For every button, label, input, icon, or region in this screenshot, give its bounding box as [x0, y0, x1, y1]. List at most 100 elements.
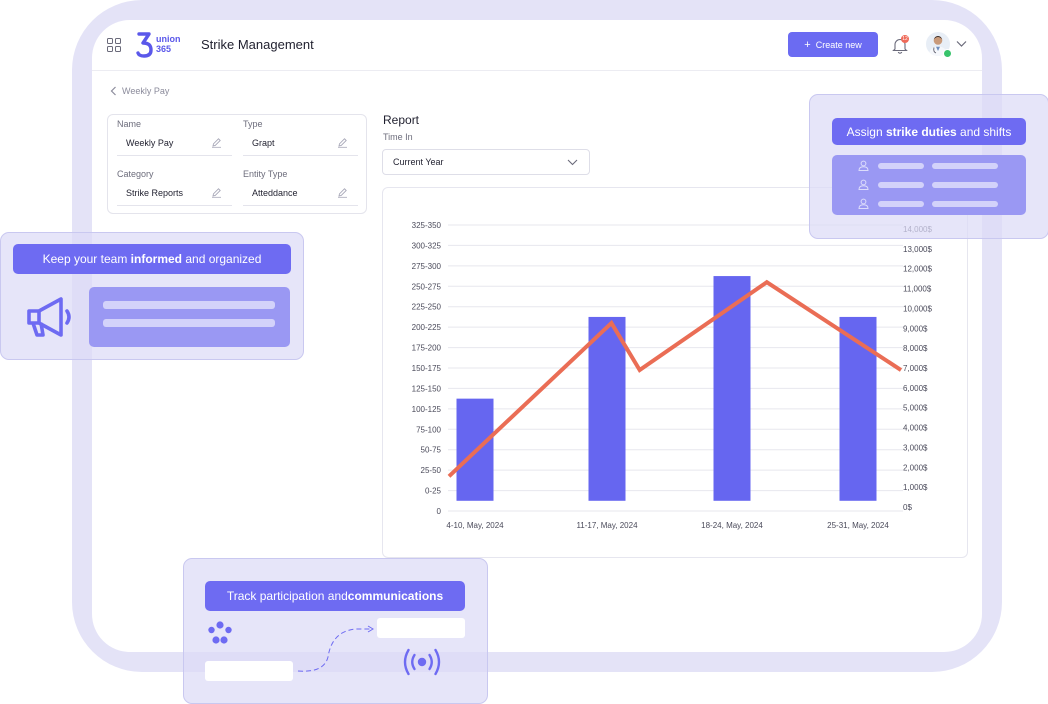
- shift-list-card: [832, 155, 1026, 215]
- y-right-tick-label: 13,000$: [903, 245, 932, 254]
- field-value-text: Strike Reports: [126, 188, 184, 198]
- bar: [713, 276, 751, 501]
- field-label: Name: [117, 119, 142, 129]
- x-tick-label: 11-17, May, 2024: [576, 521, 638, 530]
- duties-text-before: Assign: [846, 124, 883, 139]
- chevron-down-icon: [567, 159, 578, 166]
- category-field: Category Strike Reports: [117, 169, 232, 206]
- track-pill: Track participation and communications: [205, 581, 465, 611]
- edit-pencil-icon[interactable]: [337, 137, 348, 148]
- y-right-tick-label: 5,000$: [903, 404, 928, 413]
- time-range-select[interactable]: Current Year: [382, 149, 590, 175]
- track-text-before: Track participation and: [226, 589, 348, 603]
- y-right-tick-label: 8,000$: [903, 344, 928, 353]
- y-right-tick-label: 9,000$: [903, 324, 928, 333]
- field-value-text: Grapt: [252, 138, 275, 148]
- doctor-avatar-icon: [929, 36, 947, 56]
- online-status-dot: [943, 49, 952, 58]
- bar: [839, 316, 877, 501]
- y-left-tick-label: 275-300: [412, 262, 442, 271]
- informed-text-after: and organized: [185, 252, 262, 266]
- connector-arrow-icon: [297, 625, 374, 672]
- apps-grid-icon[interactable]: [107, 38, 121, 52]
- edit-pencil-icon[interactable]: [211, 137, 222, 148]
- y-left-tick-label: 0: [437, 507, 442, 516]
- message-bubble: [377, 618, 465, 638]
- y-left-tick-label: 150-175: [412, 364, 442, 373]
- y-right-tick-label: 4,000$: [903, 424, 928, 433]
- union365-logo[interactable]: union 365: [136, 32, 186, 58]
- y-left-tick-label: 200-225: [412, 323, 442, 332]
- y-left-tick-label: 100-125: [412, 405, 442, 414]
- placeholder-line: [103, 319, 275, 327]
- chevron-left-icon: [110, 86, 116, 96]
- user-icon: [858, 160, 869, 171]
- y-left-tick-label: 0-25: [425, 487, 442, 496]
- message-preview-card: [89, 287, 290, 347]
- field-label: Entity Type: [243, 169, 288, 179]
- plus-icon: +: [804, 38, 811, 51]
- placeholder-line: [103, 301, 275, 309]
- y-left-tick-label: 25-50: [421, 466, 442, 475]
- y-left-tick-label: 225-250: [412, 303, 442, 312]
- duties-pill: Assign strike duties and shifts: [832, 118, 1026, 145]
- y-right-tick-label: 11,000$: [903, 285, 932, 294]
- report-chart: 0 0-25 25-50 50-75 75-100 100-125 125-150 150-1…: [412, 221, 933, 530]
- create-new-label: Create new: [815, 39, 862, 50]
- group-icon: [208, 621, 232, 644]
- breadcrumb[interactable]: Weekly Pay: [110, 86, 169, 96]
- track-overlay: Track participation and communications: [183, 558, 488, 704]
- report-title: Report: [383, 113, 420, 127]
- line-series: [447, 279, 903, 478]
- breadcrumb-back-label: Weekly Pay: [122, 86, 170, 96]
- edit-pencil-icon[interactable]: [211, 187, 222, 198]
- informed-text-before: Keep your team: [42, 252, 128, 266]
- user-icon: [858, 179, 869, 190]
- y-right-tick-label: 12,000$: [903, 265, 932, 274]
- entity-type-field: Entity Type Atteddance: [243, 169, 358, 206]
- report-chart-card: 0 0-25 25-50 50-75 75-100 100-125 125-150 150-1…: [382, 187, 968, 558]
- track-text-bold: communications: [347, 589, 444, 603]
- edit-pencil-icon[interactable]: [337, 187, 348, 198]
- y-right-tick-label: 7,000$: [903, 364, 928, 373]
- top-bar: union 365 Strike Management + Create new…: [92, 20, 982, 71]
- chevron-down-icon[interactable]: [956, 40, 967, 48]
- time-in-label: Time In: [383, 132, 413, 142]
- placeholder-line: [932, 182, 998, 188]
- logo-text-bottom: 365: [156, 44, 171, 54]
- y-right-tick-label: 10,000$: [903, 304, 932, 313]
- field-label: Type: [243, 119, 263, 129]
- y-right-tick-label: 2,000$: [903, 463, 928, 472]
- field-label: Category: [117, 169, 154, 179]
- bar: [588, 316, 626, 501]
- placeholder-line: [878, 182, 924, 188]
- y-left-tick-label: 50-75: [421, 446, 442, 455]
- y-left-tick-label: 300-325: [412, 241, 442, 250]
- notification-badge: 12: [901, 35, 909, 43]
- message-bubble: [205, 661, 293, 681]
- placeholder-line: [932, 163, 998, 169]
- app-title: Strike Management: [201, 37, 314, 52]
- name-field: Name Weekly Pay: [117, 119, 232, 156]
- informed-pill: Keep your team informed and organized: [13, 244, 291, 274]
- type-value[interactable]: Grapt: [243, 138, 358, 156]
- broadcast-icon: [403, 648, 441, 676]
- field-value-text: Atteddance: [252, 188, 298, 198]
- entity-type-value[interactable]: Atteddance: [243, 188, 358, 206]
- y-left-tick-label: 175-200: [412, 344, 442, 353]
- duties-overlay: Assign strike duties and shifts: [809, 94, 1048, 239]
- y-right-tick-label: 3,000$: [903, 443, 928, 452]
- informed-text-bold: informed: [130, 252, 182, 266]
- user-icon: [858, 198, 869, 209]
- category-value[interactable]: Strike Reports: [117, 188, 232, 206]
- field-value-text: Weekly Pay: [126, 138, 174, 148]
- placeholder-line: [932, 201, 998, 207]
- y-right-tick-label: 1,000$: [903, 483, 928, 492]
- create-new-button[interactable]: + Create new: [788, 32, 878, 57]
- x-tick-label: 4-10, May, 2024: [446, 521, 504, 530]
- details-form-card: Name Weekly Pay Type Grapt Category: [107, 114, 367, 214]
- y-left-tick-label: 75-100: [416, 425, 441, 434]
- name-value[interactable]: Weekly Pay: [117, 138, 232, 156]
- y-right-tick-label: 0$: [903, 503, 912, 512]
- y-left-tick-label: 325-350: [412, 221, 442, 230]
